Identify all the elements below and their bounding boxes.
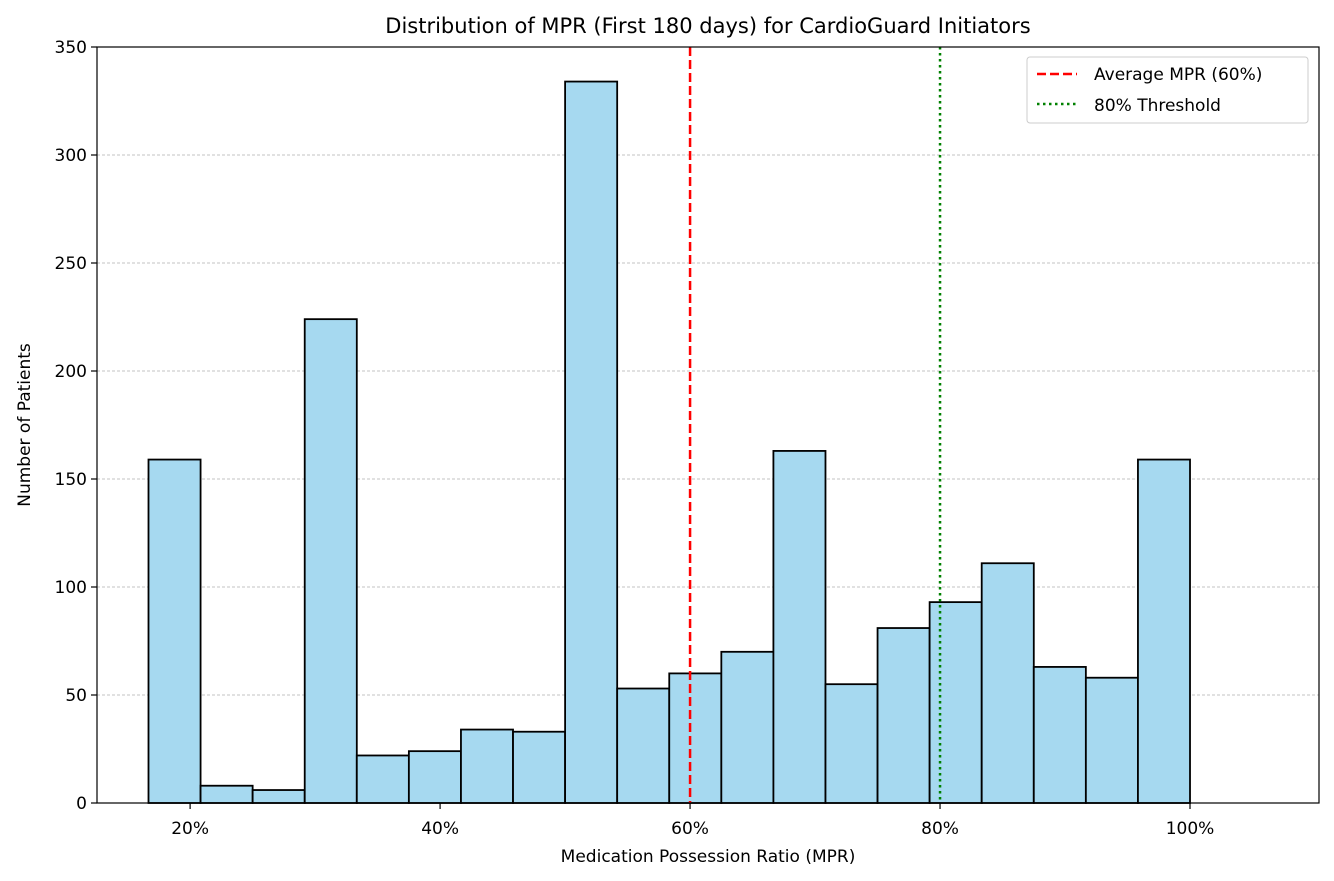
histogram-bar [824, 683, 879, 804]
legend-label-average: Average MPR (60%) [1094, 65, 1262, 85]
y-tick-label: 350 [55, 38, 87, 58]
x-tick-label: 20% [171, 819, 209, 839]
histogram-bar [460, 728, 514, 804]
histogram-bar [147, 458, 202, 804]
histogram-bar [772, 450, 827, 804]
x-tick-label: 100% [1166, 819, 1215, 839]
y-tick-label: 0 [76, 794, 87, 814]
x-tick-label: 60% [671, 819, 709, 839]
histogram-bar [928, 601, 983, 804]
x-tick-label: 80% [921, 819, 959, 839]
y-tick-label: 200 [55, 362, 87, 382]
histogram-bar [1032, 666, 1087, 804]
histogram-bar [616, 687, 671, 804]
x-axis-ticks: 20% 40% 60% 80% 100% [171, 803, 1214, 839]
y-tick-label: 50 [65, 686, 87, 706]
y-axis-ticks: 0 50 100 150 200 250 300 350 [55, 38, 97, 814]
x-tick-label: 40% [421, 819, 459, 839]
histogram-bar [407, 750, 462, 804]
histogram-bar [668, 672, 723, 804]
histogram-bar [564, 80, 619, 804]
chart-title: Distribution of MPR (First 180 days) for… [385, 14, 1030, 38]
histogram-bars [147, 80, 1191, 804]
x-axis-label: Medication Possession Ratio (MPR) [561, 847, 856, 867]
legend-label-threshold: 80% Threshold [1094, 96, 1221, 116]
y-tick-label: 100 [55, 578, 87, 598]
histogram-bar [251, 789, 306, 804]
plot-frame [96, 46, 1320, 804]
histogram-bar [199, 784, 254, 804]
y-tick-label: 250 [55, 254, 87, 274]
legend: Average MPR (60%) 80% Threshold [1026, 56, 1309, 124]
reference-lines [688, 47, 942, 803]
histogram-bar [876, 627, 931, 804]
histogram-bar [720, 650, 775, 804]
legend-box [1026, 56, 1309, 124]
histogram-bar [980, 562, 1035, 804]
histogram-bar [303, 318, 358, 804]
y-axis-label: Number of Patients [15, 343, 35, 507]
histogram-bar [1137, 458, 1191, 804]
histogram-bar [355, 754, 410, 804]
y-tick-label: 300 [55, 146, 87, 166]
histogram-bar [1084, 676, 1139, 804]
y-tick-label: 150 [55, 470, 87, 490]
histogram-bar [512, 730, 567, 804]
